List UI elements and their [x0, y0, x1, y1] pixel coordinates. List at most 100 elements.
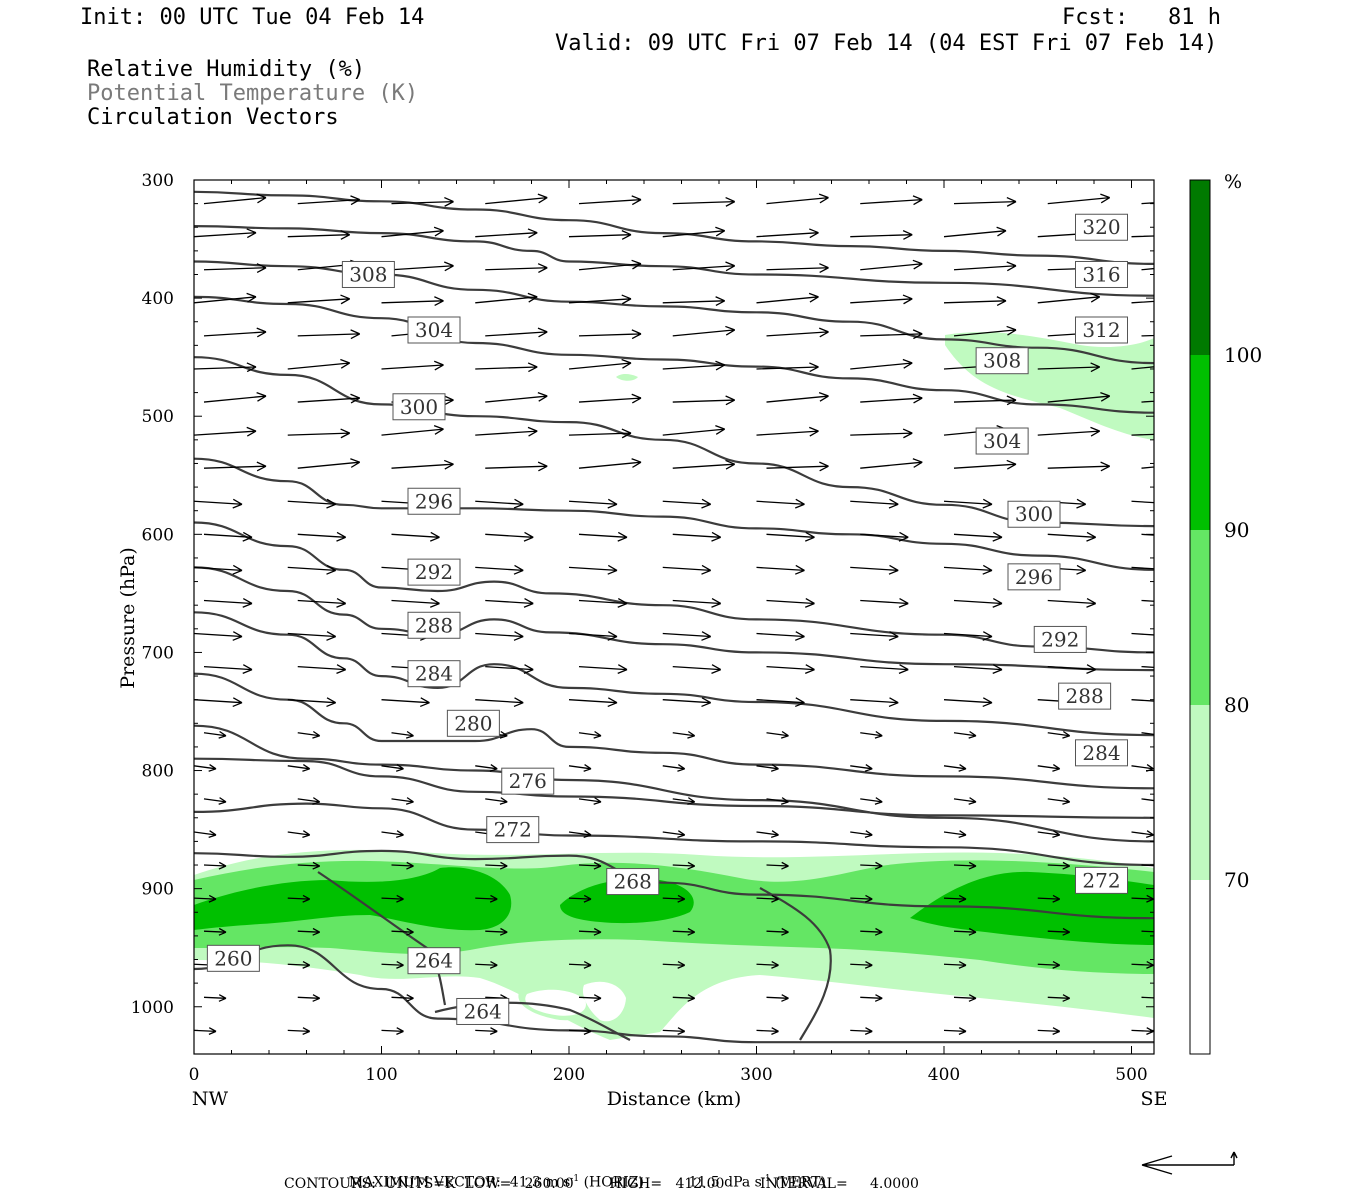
- contour-info-line: CONTOURS: UNITS=K LOW= 260.00 HIGH= 412.…: [284, 1176, 919, 1192]
- circulation-vector: [1141, 930, 1154, 933]
- y-tick-label: 600: [142, 525, 174, 545]
- circulation-vector: [568, 697, 618, 708]
- colorbar-70: [1190, 705, 1210, 880]
- x-tick-label: 300: [740, 1065, 772, 1085]
- y-tick-label: 900: [142, 880, 174, 900]
- colorbar-80: [1190, 530, 1210, 705]
- circulation-vector: [850, 294, 913, 305]
- circulation-vector: [860, 329, 923, 340]
- max-vector-horiz-tag: (HORIZ): [583, 1174, 644, 1191]
- circulation-vector: [287, 830, 311, 838]
- contour-label: 280: [446, 709, 500, 737]
- circulation-vector: [850, 428, 913, 439]
- circulation-vector: [194, 362, 257, 373]
- circulation-vector: [850, 358, 913, 370]
- circulation-vector: [297, 730, 321, 739]
- isentrope-292: [194, 566, 1154, 672]
- colorbar-frame: [1189, 179, 1211, 1055]
- circulation-vector: [475, 894, 498, 903]
- circulation-vector: [1131, 632, 1154, 636]
- contour-label: 288: [1058, 682, 1112, 710]
- colorbar-90: [1190, 355, 1210, 530]
- circulation-vector: [766, 927, 789, 936]
- contour-label: 304: [975, 427, 1029, 455]
- x-right-end-label: SE: [1141, 1088, 1168, 1110]
- max-vector-horiz-text: MAXIMUM VECTOR: 41.3 m s: [348, 1174, 571, 1191]
- circulation-vector: [194, 426, 257, 437]
- isentrope-268: [194, 849, 1154, 920]
- circulation-vector: [475, 362, 538, 373]
- contour-label-box: [407, 558, 461, 586]
- circulation-vector: [1047, 461, 1111, 472]
- rh-90-core-left: [194, 867, 512, 931]
- contour-label-text: 304: [415, 318, 453, 342]
- x-tick-label: 500: [1115, 1065, 1147, 1085]
- circulation-vector: [756, 292, 819, 304]
- circulation-vector: [391, 196, 454, 207]
- contour-label: 264: [456, 997, 510, 1025]
- legend-theta: Potential Temperature (K): [87, 81, 419, 106]
- circulation-vector: [672, 861, 696, 870]
- contour-label-box: [446, 709, 500, 737]
- circulation-vector: [860, 259, 923, 271]
- circulation-vector: [287, 961, 311, 969]
- contour-label-box: [1075, 316, 1128, 344]
- circulation-vector: [1047, 861, 1071, 870]
- colorbar-label-90: 90: [1224, 518, 1249, 542]
- circulation-vector: [662, 1027, 686, 1036]
- circulation-vector: [485, 391, 548, 403]
- circulation-vector: [766, 193, 829, 205]
- circulation-vector: [287, 564, 337, 575]
- circulation-vector: [297, 994, 321, 1002]
- circulation-vector: [766, 664, 815, 674]
- circulation-vector: [953, 861, 977, 870]
- circulation-vector: [850, 631, 899, 641]
- circulation-vector: [850, 830, 873, 838]
- circulation-vector: [1047, 664, 1097, 674]
- circulation-vector: [194, 228, 257, 239]
- circulation-vector: [1141, 267, 1154, 271]
- circulation-vector: [475, 764, 498, 772]
- contour-label-box: [407, 487, 461, 515]
- circulation-vector: [391, 459, 454, 470]
- contour-label-box: [1075, 739, 1128, 767]
- circulation-vector: [391, 994, 414, 1002]
- contour-label-text: 304: [983, 429, 1021, 453]
- circulation-vector: [756, 631, 805, 641]
- contour-label-text: 316: [1082, 262, 1120, 286]
- circulation-vector: [297, 458, 361, 469]
- contour-label-box: [975, 347, 1029, 375]
- circulation-vector: [287, 1027, 311, 1036]
- circulation-vector: [860, 195, 923, 206]
- circulation-vector: [1037, 1027, 1061, 1036]
- circulation-vector: [943, 631, 993, 641]
- contour-label: 292: [407, 558, 461, 586]
- contour-264-loop: [317, 871, 447, 1006]
- circulation-vector: [194, 631, 243, 641]
- circulation-vector: [672, 597, 722, 608]
- contour-label: 320: [1075, 213, 1128, 241]
- colorbar-unit: %: [1224, 171, 1242, 193]
- init-time: Init: 00 UTC Tue 04 Feb 14: [80, 5, 425, 30]
- circulation-vector: [756, 228, 819, 239]
- circulation-vector: [943, 697, 993, 708]
- circulation-vector: [850, 697, 899, 708]
- circulation-vector: [1131, 566, 1154, 570]
- rh-white-patch-2: [582, 981, 626, 1022]
- circulation-vector: [568, 294, 632, 305]
- circulation-vector: [485, 861, 508, 870]
- contour-label-text: 264: [415, 949, 453, 973]
- circulation-vector: [1131, 500, 1154, 504]
- circulation-vector: [568, 764, 592, 772]
- circulation-vector: [943, 498, 993, 509]
- contour-label-box: [1007, 500, 1061, 528]
- contour-label-text: 276: [509, 769, 547, 793]
- circulation-vector: [568, 631, 618, 641]
- circulation-vector: [1047, 391, 1111, 403]
- circulation-vector: [391, 797, 414, 805]
- circulation-vector: [756, 564, 805, 575]
- colorbar-100: [1190, 180, 1210, 355]
- circulation-vector: [943, 296, 1007, 307]
- contour-label-box: [1033, 625, 1087, 653]
